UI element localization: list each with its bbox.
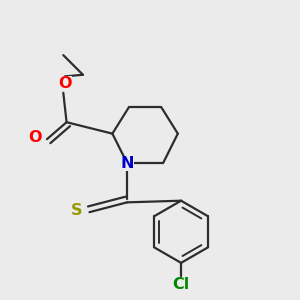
- Text: O: O: [58, 76, 72, 91]
- Text: N: N: [120, 156, 134, 171]
- Text: O: O: [29, 130, 42, 145]
- Text: S: S: [71, 203, 83, 218]
- Text: Cl: Cl: [172, 277, 190, 292]
